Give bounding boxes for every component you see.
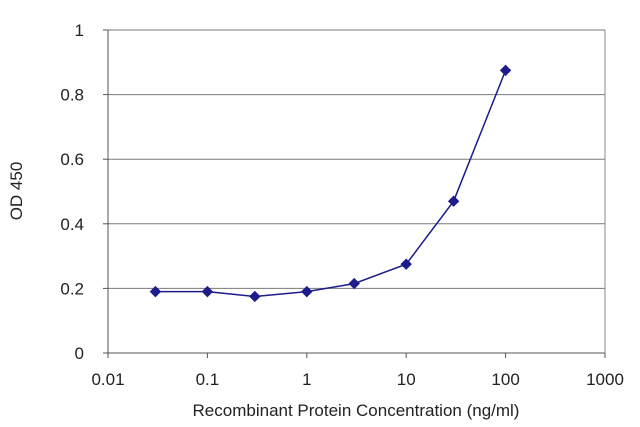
- y-tick-label: 1: [75, 21, 84, 40]
- y-tick-label: 0.6: [60, 150, 84, 169]
- y-tick-label: 0: [75, 344, 84, 363]
- data-point: [249, 290, 261, 303]
- x-axis-title: Recombinant Protein Concentration (ng/ml…: [193, 401, 520, 420]
- series-line: [155, 70, 507, 298]
- data-point: [149, 285, 162, 298]
- data-point: [348, 277, 360, 290]
- data-point: [447, 195, 460, 207]
- axes: [103, 29, 606, 358]
- tick-labels: 0 0.2 0.4 0.6 0.8 1 0.01 0.1 1 10 100 1000: [60, 21, 624, 389]
- x-tick-label: 0.01: [91, 370, 124, 389]
- y-tick-label: 0.4: [60, 215, 84, 234]
- x-tick-label: 0.1: [196, 370, 220, 389]
- data-point: [301, 285, 313, 298]
- plot-area: [107, 29, 606, 354]
- series: [149, 64, 512, 303]
- data-point: [499, 64, 512, 77]
- x-tick-label: 100: [491, 370, 519, 389]
- x-tick-label: 1: [302, 370, 311, 389]
- grid-lines: [108, 29, 605, 289]
- data-point: [400, 258, 412, 270]
- y-tick-label: 0.8: [60, 86, 84, 105]
- y-tick-label: 0.2: [60, 279, 84, 298]
- x-tick-label: 10: [397, 370, 416, 389]
- x-tick-label: 1000: [586, 370, 624, 389]
- data-point: [201, 285, 214, 298]
- y-axis-title: OD 450: [7, 162, 26, 221]
